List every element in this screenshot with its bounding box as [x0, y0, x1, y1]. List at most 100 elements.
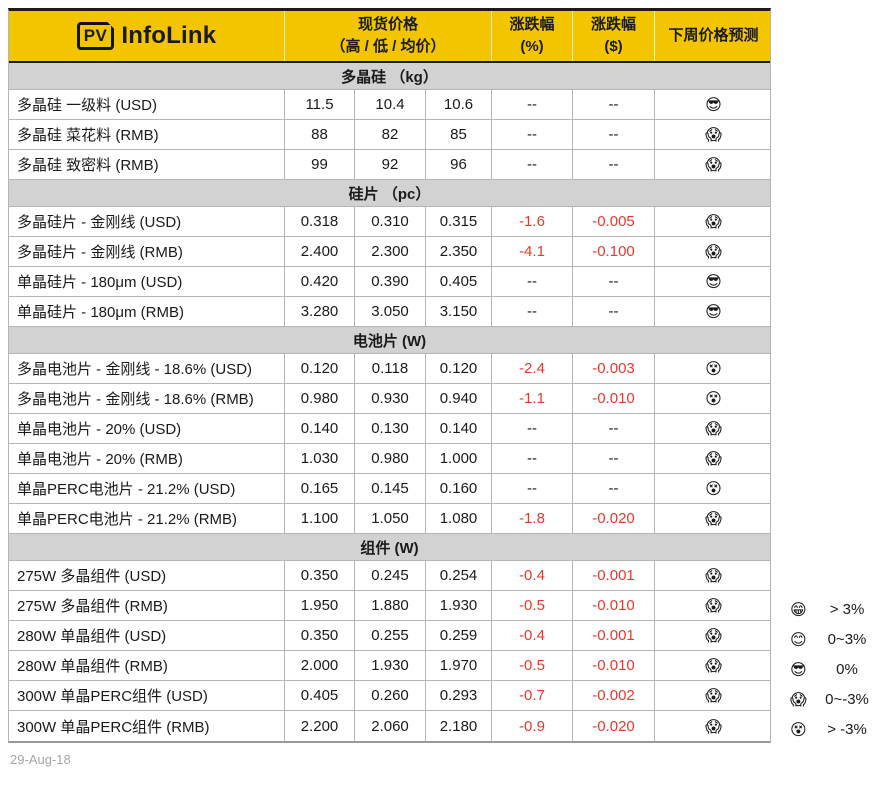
price-high-cell: 1.030	[285, 444, 355, 473]
price-high-cell: 0.318	[285, 207, 355, 236]
forecast-cell: 😱	[655, 237, 772, 266]
face-screaming-in-fear-icon: 😱	[705, 155, 722, 174]
price-high-cell: 0.120	[285, 354, 355, 383]
change-dollar-cell: --	[573, 474, 655, 503]
face-screaming-in-fear-icon: 😱	[790, 689, 807, 709]
price-low-cell: 0.245	[355, 561, 426, 590]
brand-name: InfoLink	[121, 21, 217, 49]
forecast-cell: 😱	[655, 591, 772, 620]
smiling-face-with-sunglasses-icon: 😎	[790, 659, 807, 679]
section-header: 多晶硅 （kg）	[9, 63, 770, 90]
product-name-cell: 多晶硅片 - 金刚线 (RMB)	[9, 237, 285, 266]
product-name-cell: 300W 单晶PERC组件 (RMB)	[9, 711, 285, 741]
face-screaming-in-fear-icon: 😱	[705, 596, 722, 615]
change-percent-title: 涨跌幅	[509, 16, 555, 34]
change-dollar-cell: -0.001	[573, 621, 655, 650]
pv-infolink-logo: PV InfoLink	[77, 19, 217, 54]
smiling-face-with-sunglasses-icon: 😎	[705, 95, 722, 114]
product-name-cell: 280W 单晶组件 (USD)	[9, 621, 285, 650]
product-name-cell: 多晶电池片 - 金刚线 - 18.6% (USD)	[9, 354, 285, 383]
product-name-cell: 单晶硅片 - 180μm (RMB)	[9, 297, 285, 326]
price-high-cell: 2.200	[285, 711, 355, 741]
change-dollar-cell: -0.020	[573, 711, 655, 741]
table-row: 多晶电池片 - 金刚线 - 18.6% (USD) 0.120 0.118 0.120…	[9, 354, 770, 384]
change-percent-cell: -0.9	[492, 711, 573, 741]
price-avg-cell: 96	[426, 150, 492, 179]
logo-cell: PV InfoLink	[9, 11, 285, 61]
change-dollar-cell: --	[573, 297, 655, 326]
legend-item: 😱 0~-3%	[790, 684, 878, 714]
change-dollar-cell: -0.010	[573, 384, 655, 413]
face-screaming-in-fear-icon: 😱	[705, 212, 722, 231]
forecast-cell: 😎	[655, 90, 772, 119]
legend-label: 0~-3%	[825, 690, 869, 708]
change-dollar-title: 涨跌幅	[590, 16, 636, 34]
product-name-cell: 多晶硅 一级料 (USD)	[9, 90, 285, 119]
product-name-cell: 300W 单晶PERC组件 (USD)	[9, 681, 285, 710]
face-screaming-in-fear-icon: 😱	[705, 242, 722, 261]
table-row: 单晶硅片 - 180μm (USD) 0.420 0.390 0.405 -- -- 😎	[9, 267, 770, 297]
change-percent-cell: --	[492, 474, 573, 503]
price-avg-cell: 0.259	[426, 621, 492, 650]
pv-logo-icon: PV	[77, 22, 115, 50]
price-avg-cell: 0.120	[426, 354, 492, 383]
legend-label: > 3%	[829, 600, 865, 618]
smiling-face-with-smiling-eyes-icon: 😊	[790, 629, 807, 649]
forecast-title: 下周价格预测	[668, 27, 759, 45]
change-dollar-cell: -0.003	[573, 354, 655, 383]
price-low-cell: 0.930	[355, 384, 426, 413]
table-row: 多晶硅片 - 金刚线 (RMB) 2.400 2.300 2.350 -4.1 -0.10…	[9, 237, 770, 267]
face-screaming-in-fear-icon: 😱	[705, 686, 722, 705]
change-dollar-cell: -0.001	[573, 561, 655, 590]
price-low-cell: 1.930	[355, 651, 426, 680]
price-low-cell: 0.260	[355, 681, 426, 710]
change-percent-cell: -1.6	[492, 207, 573, 236]
price-low-cell: 0.145	[355, 474, 426, 503]
table-row: 多晶硅 致密料 (RMB) 99 92 96 -- -- 😱	[9, 150, 770, 180]
price-avg-cell: 0.940	[426, 384, 492, 413]
face-screaming-in-fear-icon: 😱	[705, 626, 722, 645]
price-high-cell: 1.100	[285, 504, 355, 533]
price-avg-cell: 0.140	[426, 414, 492, 443]
section-header: 组件 (W)	[9, 534, 770, 561]
legend-label: > -3%	[827, 720, 867, 738]
price-low-cell: 0.390	[355, 267, 426, 296]
price-low-cell: 3.050	[355, 297, 426, 326]
product-name-cell: 275W 多晶组件 (USD)	[9, 561, 285, 590]
price-high-cell: 0.350	[285, 621, 355, 650]
price-avg-cell: 1.080	[426, 504, 492, 533]
price-avg-cell: 0.254	[426, 561, 492, 590]
product-name-cell: 单晶电池片 - 20% (USD)	[9, 414, 285, 443]
change-dollar-cell: -0.010	[573, 651, 655, 680]
product-name-cell: 多晶硅片 - 金刚线 (USD)	[9, 207, 285, 236]
change-percent-cell: --	[492, 267, 573, 296]
table-row: 280W 单晶组件 (USD) 0.350 0.255 0.259 -0.4 -0.001…	[9, 621, 770, 651]
price-avg-cell: 0.315	[426, 207, 492, 236]
price-high-cell: 1.950	[285, 591, 355, 620]
table-row: 多晶电池片 - 金刚线 - 18.6% (RMB) 0.980 0.930 0.940…	[9, 384, 770, 414]
change-percent-cell: -0.5	[492, 591, 573, 620]
dizzy-face-icon: 😵	[790, 719, 807, 739]
table-row: 多晶硅片 - 金刚线 (USD) 0.318 0.310 0.315 -1.6 -0.00…	[9, 207, 770, 237]
forecast-cell: 😎	[655, 267, 772, 296]
change-dollar-cell: --	[573, 90, 655, 119]
column-header-change-dollar: 涨跌幅 ($)	[573, 11, 655, 61]
forecast-cell: 😱	[655, 444, 772, 473]
price-low-cell: 82	[355, 120, 426, 149]
price-low-cell: 1.880	[355, 591, 426, 620]
price-avg-cell: 0.293	[426, 681, 492, 710]
legend-item: 😁 > 3%	[790, 594, 878, 624]
change-percent-cell: -0.4	[492, 561, 573, 590]
price-high-cell: 0.165	[285, 474, 355, 503]
table-row: 多晶硅 菜花料 (RMB) 88 82 85 -- -- 😱	[9, 120, 770, 150]
price-avg-cell: 1.970	[426, 651, 492, 680]
forecast-cell: 😱	[655, 621, 772, 650]
legend-item: 😵 > -3%	[790, 714, 878, 744]
forecast-cell: 😵	[655, 384, 772, 413]
change-dollar-cell: -0.005	[573, 207, 655, 236]
price-avg-cell: 3.150	[426, 297, 492, 326]
product-name-cell: 多晶硅 致密料 (RMB)	[9, 150, 285, 179]
price-high-cell: 0.980	[285, 384, 355, 413]
change-percent-unit: (%)	[520, 38, 544, 55]
